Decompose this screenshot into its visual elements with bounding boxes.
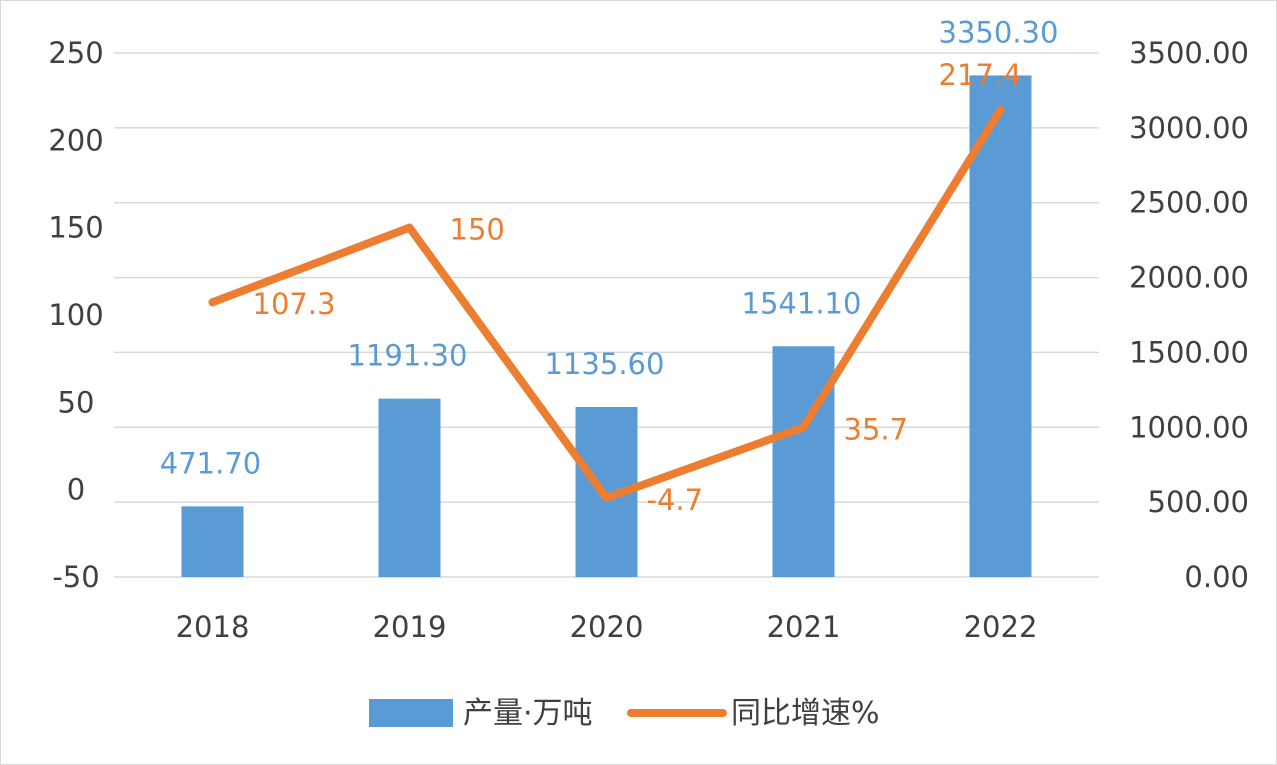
right-tick-label: 3000.00: [1129, 111, 1249, 145]
x-tick-label: 2022: [964, 610, 1038, 644]
right-axis-ticks: 0.00 500.00 1000.00 1500.00 2000.00 2500.00 30…: [1129, 36, 1249, 594]
line-point: [208, 298, 217, 307]
line-data-label: 217.4: [939, 58, 1022, 92]
left-tick-label: 250: [48, 36, 103, 70]
line-data-label: 35.7: [844, 412, 909, 446]
left-tick-label: 150: [48, 211, 103, 245]
bar-data-label: 471.70: [160, 446, 261, 480]
bar-data-label: 1541.10: [742, 286, 862, 320]
x-tick-label: 2021: [767, 610, 841, 644]
x-tick-label: 2019: [373, 610, 447, 644]
bar: [969, 75, 1032, 577]
right-tick-label: 2000.00: [1129, 261, 1249, 295]
x-tick-label: 2018: [176, 610, 250, 644]
bar-data-labels: 471.70 1191.30 1135.60 1541.10 3350.30: [160, 15, 1059, 480]
growth-line: [208, 105, 1005, 502]
bar-data-label: 1191.30: [348, 339, 468, 373]
line-point: [602, 493, 611, 502]
x-axis-ticks: 2018 2019 2020 2021 2022: [176, 610, 1038, 644]
bar: [181, 506, 244, 577]
right-tick-label: 0.00: [1184, 560, 1249, 594]
legend-line-label: 同比增速%: [731, 696, 880, 731]
line-point: [799, 423, 808, 432]
line-data-label: 107.3: [253, 287, 336, 321]
left-tick-label: -50: [52, 560, 99, 594]
left-tick-label: 200: [48, 123, 103, 157]
bar: [772, 346, 835, 577]
right-tick-label: 1500.00: [1129, 335, 1249, 369]
line-point: [996, 105, 1005, 114]
right-tick-label: 2500.00: [1129, 186, 1249, 220]
left-tick-label: 50: [58, 385, 95, 419]
bar: [378, 398, 441, 577]
legend-bar-swatch: [369, 699, 453, 727]
line-data-label: -4.7: [647, 483, 704, 517]
right-tick-label: 3500.00: [1129, 36, 1249, 70]
line-data-label: 150: [450, 213, 505, 247]
left-axis-ticks: -50 0 50 100 150 200 250: [48, 36, 103, 594]
production-bars: [181, 75, 1032, 577]
legend-bar-label: 产量·万吨: [463, 696, 593, 731]
left-tick-label: 100: [48, 298, 103, 332]
right-tick-label: 1000.00: [1129, 410, 1249, 444]
line-data-labels: 107.3 150 -4.7 35.7 217.4: [253, 58, 1022, 517]
right-tick-label: 500.00: [1148, 485, 1249, 519]
x-tick-label: 2020: [570, 610, 644, 644]
bar-data-label: 3350.30: [939, 15, 1059, 49]
line-point: [405, 223, 414, 232]
bar-data-label: 1135.60: [545, 347, 665, 381]
legend: 产量·万吨 同比增速%: [369, 696, 880, 731]
left-tick-label: 0: [67, 473, 85, 507]
